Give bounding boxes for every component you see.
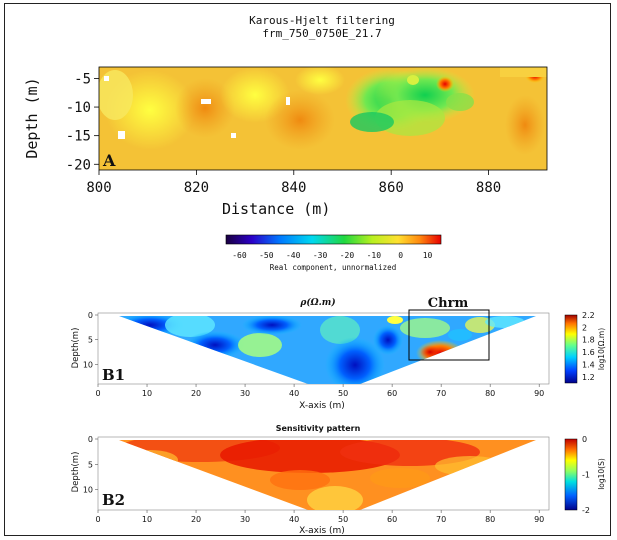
panel-b-x-tick-label: 20 — [191, 389, 201, 398]
panel-b1-colorbar-label: log10(Ω.m) — [597, 328, 606, 370]
panel-a-colorbar-ticks: -60 -50 -40 -30 -20 -10 0 10 — [232, 251, 432, 260]
panel-b-x-tick-label: 90 — [534, 515, 544, 524]
panel-a-subtitle: frm_750_0750E_21.7 — [262, 27, 381, 40]
panel-a-y-tick-label: -15 — [66, 129, 91, 145]
panel-a-y-tick-label: -10 — [66, 100, 91, 116]
panel-b-x-tick-label: 50 — [338, 515, 348, 524]
panel-b-colorbar-tick-label: -1 — [582, 471, 590, 480]
panel-b-x-tick-label: 90 — [534, 389, 544, 398]
panel-b2-x-label: X-axis (m) — [299, 526, 345, 536]
panel-a-y-label: Depth (m) — [23, 77, 41, 158]
panel-a-y-tick-label: -5 — [74, 71, 91, 87]
panel-a-x-tick-label: 840 — [281, 180, 306, 196]
panel-a-colorbar-tick-label: -40 — [286, 251, 301, 260]
panel-b2-label: B2 — [102, 491, 125, 509]
panel-b1-colorbar-ticks: 2.2 2 1.8 1.6 1.4 1.2 — [582, 311, 595, 382]
panel-b-x-tick-label: 40 — [289, 389, 299, 398]
panel-b2-colorbar — [564, 438, 578, 511]
panel-b-x-tick-label: 0 — [95, 389, 100, 398]
panel-b-colorbar-tick-label: 1.8 — [582, 336, 595, 345]
panel-b1-label: B1 — [102, 366, 125, 384]
panel-b-y-tick-label: 5 — [88, 336, 93, 345]
panel-b-colorbar-tick-label: -2 — [582, 506, 590, 515]
panel-a-colorbar-tick-label: -60 — [232, 251, 247, 260]
panel-b-y-tick-label: 0 — [88, 435, 93, 444]
panel-b1-title: ρ(Ω.m) — [299, 297, 335, 308]
panel-b-x-tick-label: 70 — [436, 515, 446, 524]
panel-b1-x-axis: 0 10 20 30 40 50 60 70 80 90 — [95, 384, 544, 398]
panel-a-colorbar — [225, 234, 442, 245]
panel-b2-y-label: Depth(m) — [71, 452, 81, 493]
panel-b1-y-label: Depth(m) — [71, 328, 81, 369]
chrm-annotation-label: Chrm — [428, 296, 469, 311]
panel-b2-title: Sensitivity pattern — [276, 424, 361, 433]
panel-b2-colorbar-label: log10(S) — [597, 458, 606, 490]
panel-b-x-tick-label: 70 — [436, 389, 446, 398]
panel-a-x-tick-label: 820 — [184, 180, 209, 196]
panel-b-x-tick-label: 10 — [142, 389, 152, 398]
panel-b-x-tick-label: 80 — [485, 515, 495, 524]
panel-a-x-tick-label: 860 — [379, 180, 404, 196]
panel-b1-y-axis: 0 5 10 — [83, 311, 98, 369]
panel-a-heatmap — [99, 67, 547, 170]
panel-a-colorbar-tick-label: 10 — [423, 251, 433, 260]
panel-b-colorbar-tick-label: 1.6 — [582, 348, 595, 357]
panel-a-title: Karous-Hjelt filtering — [249, 14, 395, 27]
panel-b2: Sensitivity pattern B2 0 10 20 30 40 50 60 70 80… — [71, 424, 606, 536]
panel-b-x-tick-label: 30 — [240, 389, 250, 398]
panel-b-x-tick-label: 10 — [142, 515, 152, 524]
panel-b-x-tick-label: 40 — [289, 515, 299, 524]
panel-a-x-tick-label: 880 — [476, 180, 501, 196]
panel-b-x-tick-label: 0 — [95, 515, 100, 524]
panel-b1-colorbar — [564, 314, 578, 384]
panel-b-x-tick-label: 30 — [240, 515, 250, 524]
panel-b2-x-axis: 0 10 20 30 40 50 60 70 80 90 — [95, 510, 544, 524]
panel-b-colorbar-tick-label: 2.2 — [582, 311, 595, 320]
panel-a-colorbar-tick-label: 0 — [398, 251, 403, 260]
panel-b-x-tick-label: 20 — [191, 515, 201, 524]
panel-a-frame — [98, 66, 548, 171]
panel-b1: ρ(Ω.m) Chrm B1 0 10 20 30 40 50 60 70 80 90 0510 … — [71, 296, 606, 411]
panel-a-colorbar-tick-label: -50 — [259, 251, 274, 260]
panel-b1-x-label: X-axis (m) — [299, 401, 345, 411]
panel-b-colorbar-tick-label: 0 — [582, 435, 587, 444]
panel-b-x-tick-label: 50 — [338, 389, 348, 398]
panel-a-x-axis: 800 820 840 860 880 — [86, 170, 501, 196]
panel-b-y-tick-label: 5 — [88, 460, 93, 469]
panel-b-x-tick-label: 60 — [387, 515, 397, 524]
panel-b-y-tick-label: 10 — [83, 486, 93, 495]
panel-a-colorbar-label: Real component, unnormalized — [270, 263, 396, 272]
panel-a-colorbar-tick-label: -30 — [313, 251, 328, 260]
panel-a-y-axis: -5 -10 -15 -20 — [66, 71, 99, 173]
panel-b-colorbar-tick-label: 1.4 — [582, 360, 595, 369]
panel-b-x-tick-label: 80 — [485, 389, 495, 398]
panel-a-colorbar-tick-label: -20 — [340, 251, 355, 260]
panel-a-colorbar-tick-label: -10 — [367, 251, 382, 260]
panel-b-x-tick-label: 60 — [387, 389, 397, 398]
panel-a-x-label: Distance (m) — [222, 200, 330, 218]
panel-a: Karous-Hjelt filtering frm_750_0750E_21.… — [23, 14, 548, 272]
panel-a-x-tick-label: 800 — [86, 180, 111, 196]
panel-b-y-tick-label: 0 — [88, 311, 93, 320]
chrm-annotation-box — [408, 309, 490, 361]
panel-b2-colorbar-ticks: 0 -1 -2 — [582, 435, 590, 515]
panel-b-colorbar-tick-label: 2 — [582, 323, 587, 332]
panel-a-y-tick-label: -20 — [66, 157, 91, 173]
panel-b2-y-axis: 0 5 10 — [83, 435, 98, 495]
figure-frame — [4, 3, 611, 536]
panel-a-label: A — [102, 151, 116, 170]
panel-b-colorbar-tick-label: 1.2 — [582, 373, 595, 382]
panel-b-y-tick-label: 10 — [83, 360, 93, 369]
